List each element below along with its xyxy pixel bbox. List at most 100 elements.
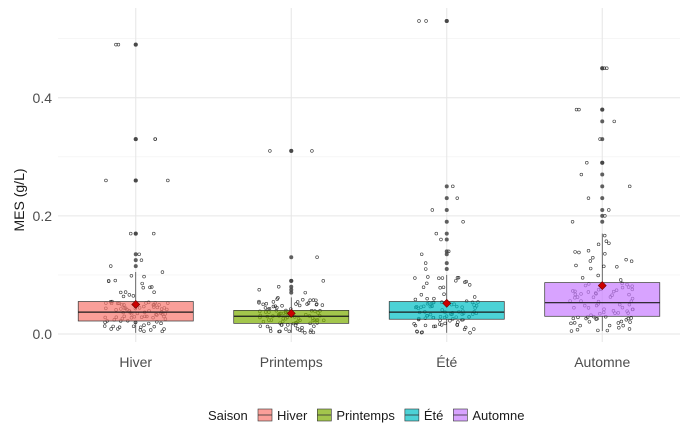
jitter-point [258, 324, 262, 328]
jitter-point [472, 327, 476, 331]
outlier-point [133, 264, 138, 269]
legend-title: Saison [208, 408, 248, 423]
legend-label: Automne [472, 408, 524, 423]
jitter-point [461, 220, 465, 224]
outlier-point [600, 213, 605, 218]
jitter-point [113, 278, 117, 283]
jitter-point [468, 331, 472, 335]
jitter-point [602, 264, 606, 269]
jitter-point [106, 279, 111, 283]
jitter-point [413, 276, 417, 280]
jitter-point [417, 19, 421, 23]
outlier-point [444, 18, 449, 23]
jitter-point [621, 323, 625, 328]
jitter-point [263, 306, 268, 310]
jitter-point [148, 285, 152, 290]
jitter-point [420, 252, 424, 256]
jitter-point [571, 316, 575, 321]
jitter-point [595, 317, 599, 321]
jitter-point [628, 320, 632, 324]
jitter-point [437, 322, 442, 326]
jitter-point [629, 259, 634, 263]
jitter-point [111, 324, 115, 329]
outlier-point [133, 258, 138, 263]
jitter-point [308, 330, 313, 334]
jitter-point [315, 255, 319, 259]
jitter-point [152, 231, 156, 236]
jitter-point [276, 296, 280, 300]
jitter-point [573, 250, 577, 254]
jitter-point [432, 296, 436, 301]
jitter-point [415, 329, 419, 333]
y-axis-title: MES (g/L) [11, 168, 27, 231]
outlier-point [444, 267, 449, 272]
outlier-point [133, 252, 138, 257]
y-tick-label: 0.2 [33, 208, 53, 224]
jitter-point [455, 276, 460, 280]
jitter-point [442, 292, 446, 296]
jitter-point [303, 331, 307, 335]
jitter-point [287, 329, 291, 333]
jitter-point [315, 302, 319, 306]
jitter-point [430, 208, 435, 212]
jitter-point [591, 256, 595, 260]
jitter-point [439, 323, 444, 327]
jitter-point [312, 324, 316, 328]
outlier-point [133, 178, 138, 183]
jitter-point [426, 275, 430, 279]
jitter-point [579, 172, 584, 177]
jitter-point [587, 320, 592, 324]
y-tick-labels: 0.0 0.2 0.4 [33, 90, 53, 342]
jitter-point [280, 304, 284, 308]
outlier-point [600, 184, 605, 189]
jitter-point [116, 327, 120, 331]
mean-marker [597, 281, 607, 290]
x-tick-label: Automne [574, 354, 630, 370]
x-tick-label: Hiver [119, 354, 152, 370]
jitter-point [454, 279, 458, 283]
jitter-point [295, 300, 300, 304]
jitter-point [577, 107, 581, 112]
jitter-point [607, 208, 611, 212]
outlier-point [444, 237, 449, 242]
outlier-points [133, 18, 605, 295]
legend-label: Printemps [336, 408, 395, 423]
jitter-point [268, 326, 273, 330]
jitter-point [273, 304, 278, 308]
jitter-point [455, 323, 460, 327]
outlier-point [133, 42, 138, 47]
outlier-point [133, 137, 138, 142]
outlier-point [600, 66, 605, 71]
jitter-point [584, 316, 588, 321]
outlier-point [444, 261, 449, 266]
jitter-point [142, 274, 146, 279]
jitter-point [424, 19, 428, 23]
jitter-point [303, 290, 307, 295]
jitter-point [434, 231, 439, 236]
jitter-point [433, 324, 438, 328]
jitter-point [421, 285, 426, 289]
jitter-point [574, 107, 579, 112]
legend: Saison Hiver Printemps Été Automne [208, 408, 524, 423]
jitter-point [572, 321, 577, 325]
outlier-point [444, 231, 449, 236]
jitter-point [142, 323, 146, 327]
boxes [77, 233, 661, 333]
jitter-point [616, 321, 621, 325]
jitter-point [123, 290, 128, 294]
jitter-point [440, 276, 445, 280]
jitter-point [116, 42, 121, 47]
jitter-point [271, 304, 276, 309]
jitter-point [443, 321, 447, 326]
jitter-point [109, 264, 113, 268]
jitter-point [142, 329, 146, 333]
jitter-point [297, 303, 302, 308]
jitter-point [569, 321, 573, 326]
jitter-point [596, 328, 600, 333]
jitter-point [301, 298, 305, 302]
jitter-point [619, 319, 624, 324]
outlier-point [600, 107, 605, 112]
jitter-point [448, 319, 452, 323]
jitter-point [603, 252, 607, 256]
x-tick-label: Été [436, 354, 457, 370]
